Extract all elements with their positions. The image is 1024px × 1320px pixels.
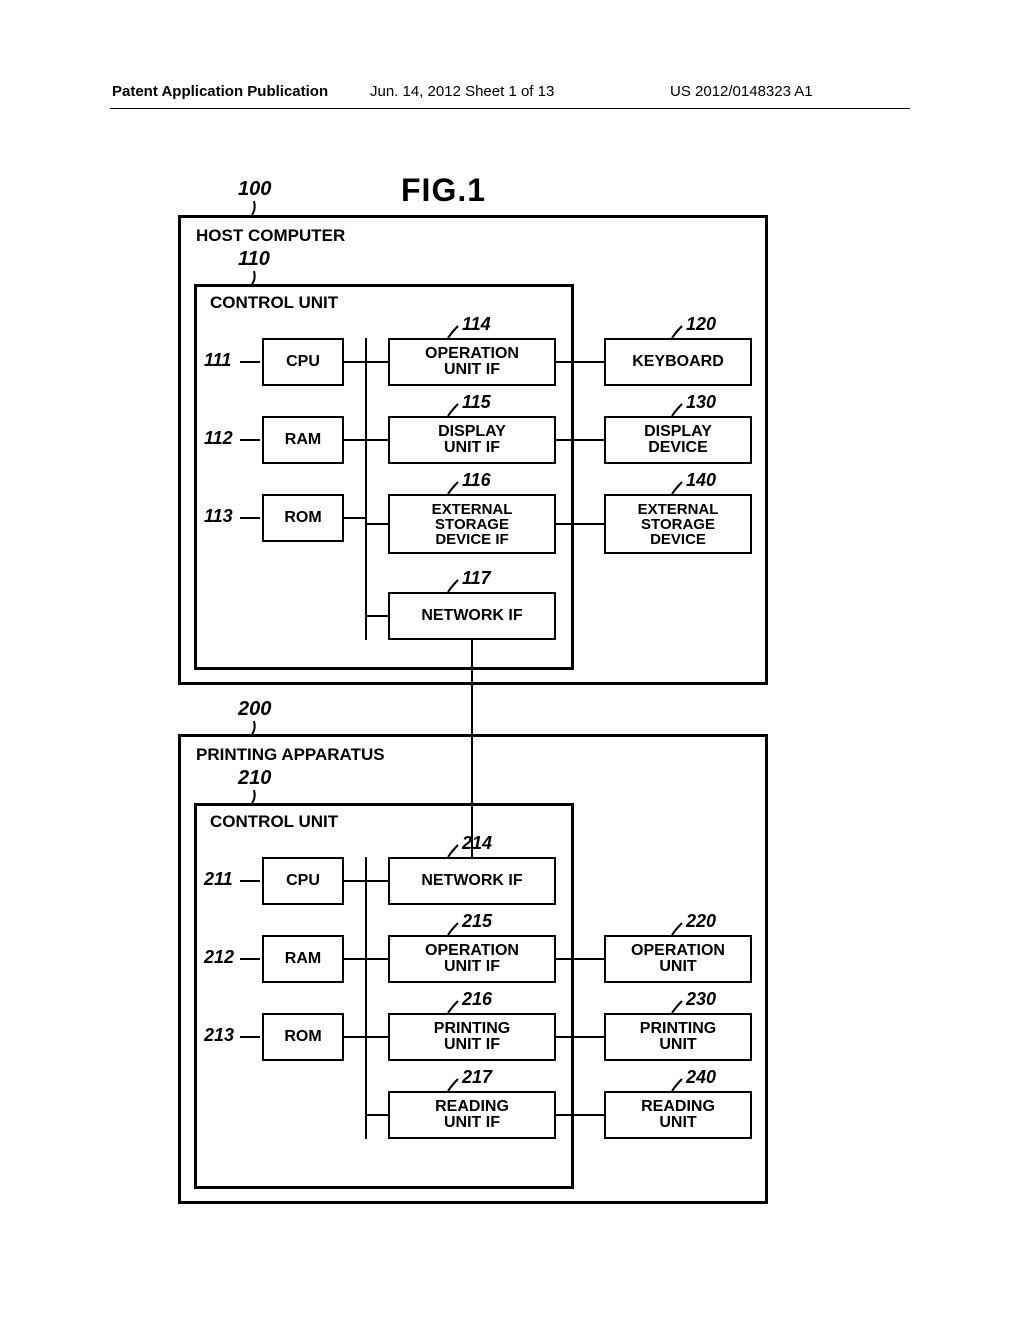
block-op-if-2: OPERATION UNIT IF bbox=[388, 935, 556, 983]
page: Patent Application Publication Jun. 14, … bbox=[0, 0, 1024, 1320]
block-cpu-2: CPU bbox=[262, 857, 344, 905]
ref-112: 112 bbox=[204, 428, 233, 449]
ref-220: 220 bbox=[686, 911, 716, 932]
block-op-unit: OPERATION UNIT bbox=[604, 935, 752, 983]
ref-130: 130 bbox=[686, 392, 716, 413]
ref-212: 212 bbox=[204, 947, 234, 968]
block-net-if-2: NETWORK IF bbox=[388, 857, 556, 905]
block-cpu: CPU bbox=[262, 338, 344, 386]
ref-200: 200 bbox=[238, 698, 271, 721]
ref-240: 240 bbox=[686, 1067, 716, 1088]
ref-100: 100 bbox=[238, 178, 271, 201]
header-rule bbox=[110, 108, 910, 109]
ref-115: 115 bbox=[462, 392, 491, 413]
ref-117: 117 bbox=[462, 568, 491, 589]
ref-230: 230 bbox=[686, 989, 716, 1010]
block-ram: RAM bbox=[262, 416, 344, 464]
block-keyboard: KEYBOARD bbox=[604, 338, 752, 386]
block-ram-2: RAM bbox=[262, 935, 344, 983]
ref-211: 211 bbox=[204, 869, 233, 890]
header-mid: Jun. 14, 2012 Sheet 1 of 13 bbox=[370, 83, 554, 100]
figure-title: FIG.1 bbox=[401, 172, 486, 209]
ref-113: 113 bbox=[204, 506, 233, 527]
host-title: HOST COMPUTER bbox=[196, 226, 345, 246]
ref-111: 111 bbox=[204, 350, 231, 371]
ref-116: 116 bbox=[462, 470, 491, 491]
block-rom: ROM bbox=[262, 494, 344, 542]
ref-215: 215 bbox=[462, 911, 492, 932]
header-left: Patent Application Publication bbox=[112, 83, 328, 100]
printing-control-title: CONTROL UNIT bbox=[210, 812, 338, 832]
block-disp-if: DISPLAY UNIT IF bbox=[388, 416, 556, 464]
ref-120: 120 bbox=[686, 314, 716, 335]
block-print-if: PRINTING UNIT IF bbox=[388, 1013, 556, 1061]
ref-216: 216 bbox=[462, 989, 492, 1010]
ref-110: 110 bbox=[238, 248, 270, 271]
block-read-unit: READING UNIT bbox=[604, 1091, 752, 1139]
block-ext-if: EXTERNAL STORAGE DEVICE IF bbox=[388, 494, 556, 554]
block-ext-storage: EXTERNAL STORAGE DEVICE bbox=[604, 494, 752, 554]
block-op-if: OPERATION UNIT IF bbox=[388, 338, 556, 386]
ref-213: 213 bbox=[204, 1025, 234, 1046]
header-right: US 2012/0148323 A1 bbox=[670, 83, 813, 100]
block-net-if: NETWORK IF bbox=[388, 592, 556, 640]
block-print-unit: PRINTING UNIT bbox=[604, 1013, 752, 1061]
ref-214: 214 bbox=[462, 833, 492, 854]
ref-140: 140 bbox=[686, 470, 716, 491]
printing-title: PRINTING APPARATUS bbox=[196, 745, 385, 765]
ref-217: 217 bbox=[462, 1067, 492, 1088]
ref-210: 210 bbox=[238, 767, 271, 790]
block-rom-2: ROM bbox=[262, 1013, 344, 1061]
ref-114: 114 bbox=[462, 314, 491, 335]
host-control-title: CONTROL UNIT bbox=[210, 293, 338, 313]
block-read-if: READING UNIT IF bbox=[388, 1091, 556, 1139]
block-display: DISPLAY DEVICE bbox=[604, 416, 752, 464]
